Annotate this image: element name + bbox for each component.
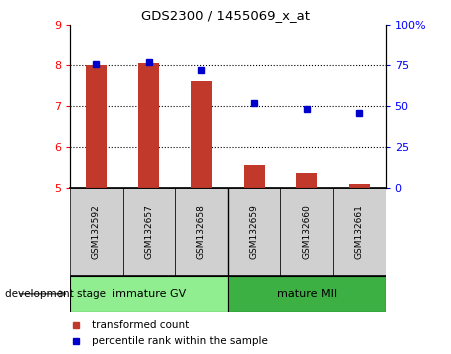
FancyBboxPatch shape — [70, 188, 123, 276]
FancyBboxPatch shape — [228, 188, 281, 276]
Text: mature MII: mature MII — [276, 289, 337, 299]
Text: percentile rank within the sample: percentile rank within the sample — [92, 336, 268, 346]
Text: GSM132660: GSM132660 — [302, 204, 311, 259]
Text: GSM132658: GSM132658 — [197, 204, 206, 259]
FancyBboxPatch shape — [333, 188, 386, 276]
Text: GSM132661: GSM132661 — [355, 204, 364, 259]
Bar — [191, 81, 212, 188]
Text: development stage: development stage — [5, 289, 106, 299]
FancyBboxPatch shape — [70, 276, 228, 312]
FancyBboxPatch shape — [123, 188, 175, 276]
FancyBboxPatch shape — [175, 188, 228, 276]
Bar — [244, 165, 265, 188]
Text: GSM132657: GSM132657 — [144, 204, 153, 259]
Text: GSM132659: GSM132659 — [249, 204, 258, 259]
Text: immature GV: immature GV — [112, 289, 186, 299]
FancyBboxPatch shape — [70, 188, 386, 276]
Text: GDS2300 / 1455069_x_at: GDS2300 / 1455069_x_at — [141, 9, 310, 22]
Bar — [349, 183, 370, 188]
Bar — [86, 65, 107, 188]
FancyBboxPatch shape — [228, 276, 386, 312]
Bar — [138, 63, 159, 188]
FancyBboxPatch shape — [281, 188, 333, 276]
Bar — [296, 173, 317, 188]
Text: GSM132592: GSM132592 — [92, 205, 101, 259]
Text: transformed count: transformed count — [92, 320, 189, 330]
